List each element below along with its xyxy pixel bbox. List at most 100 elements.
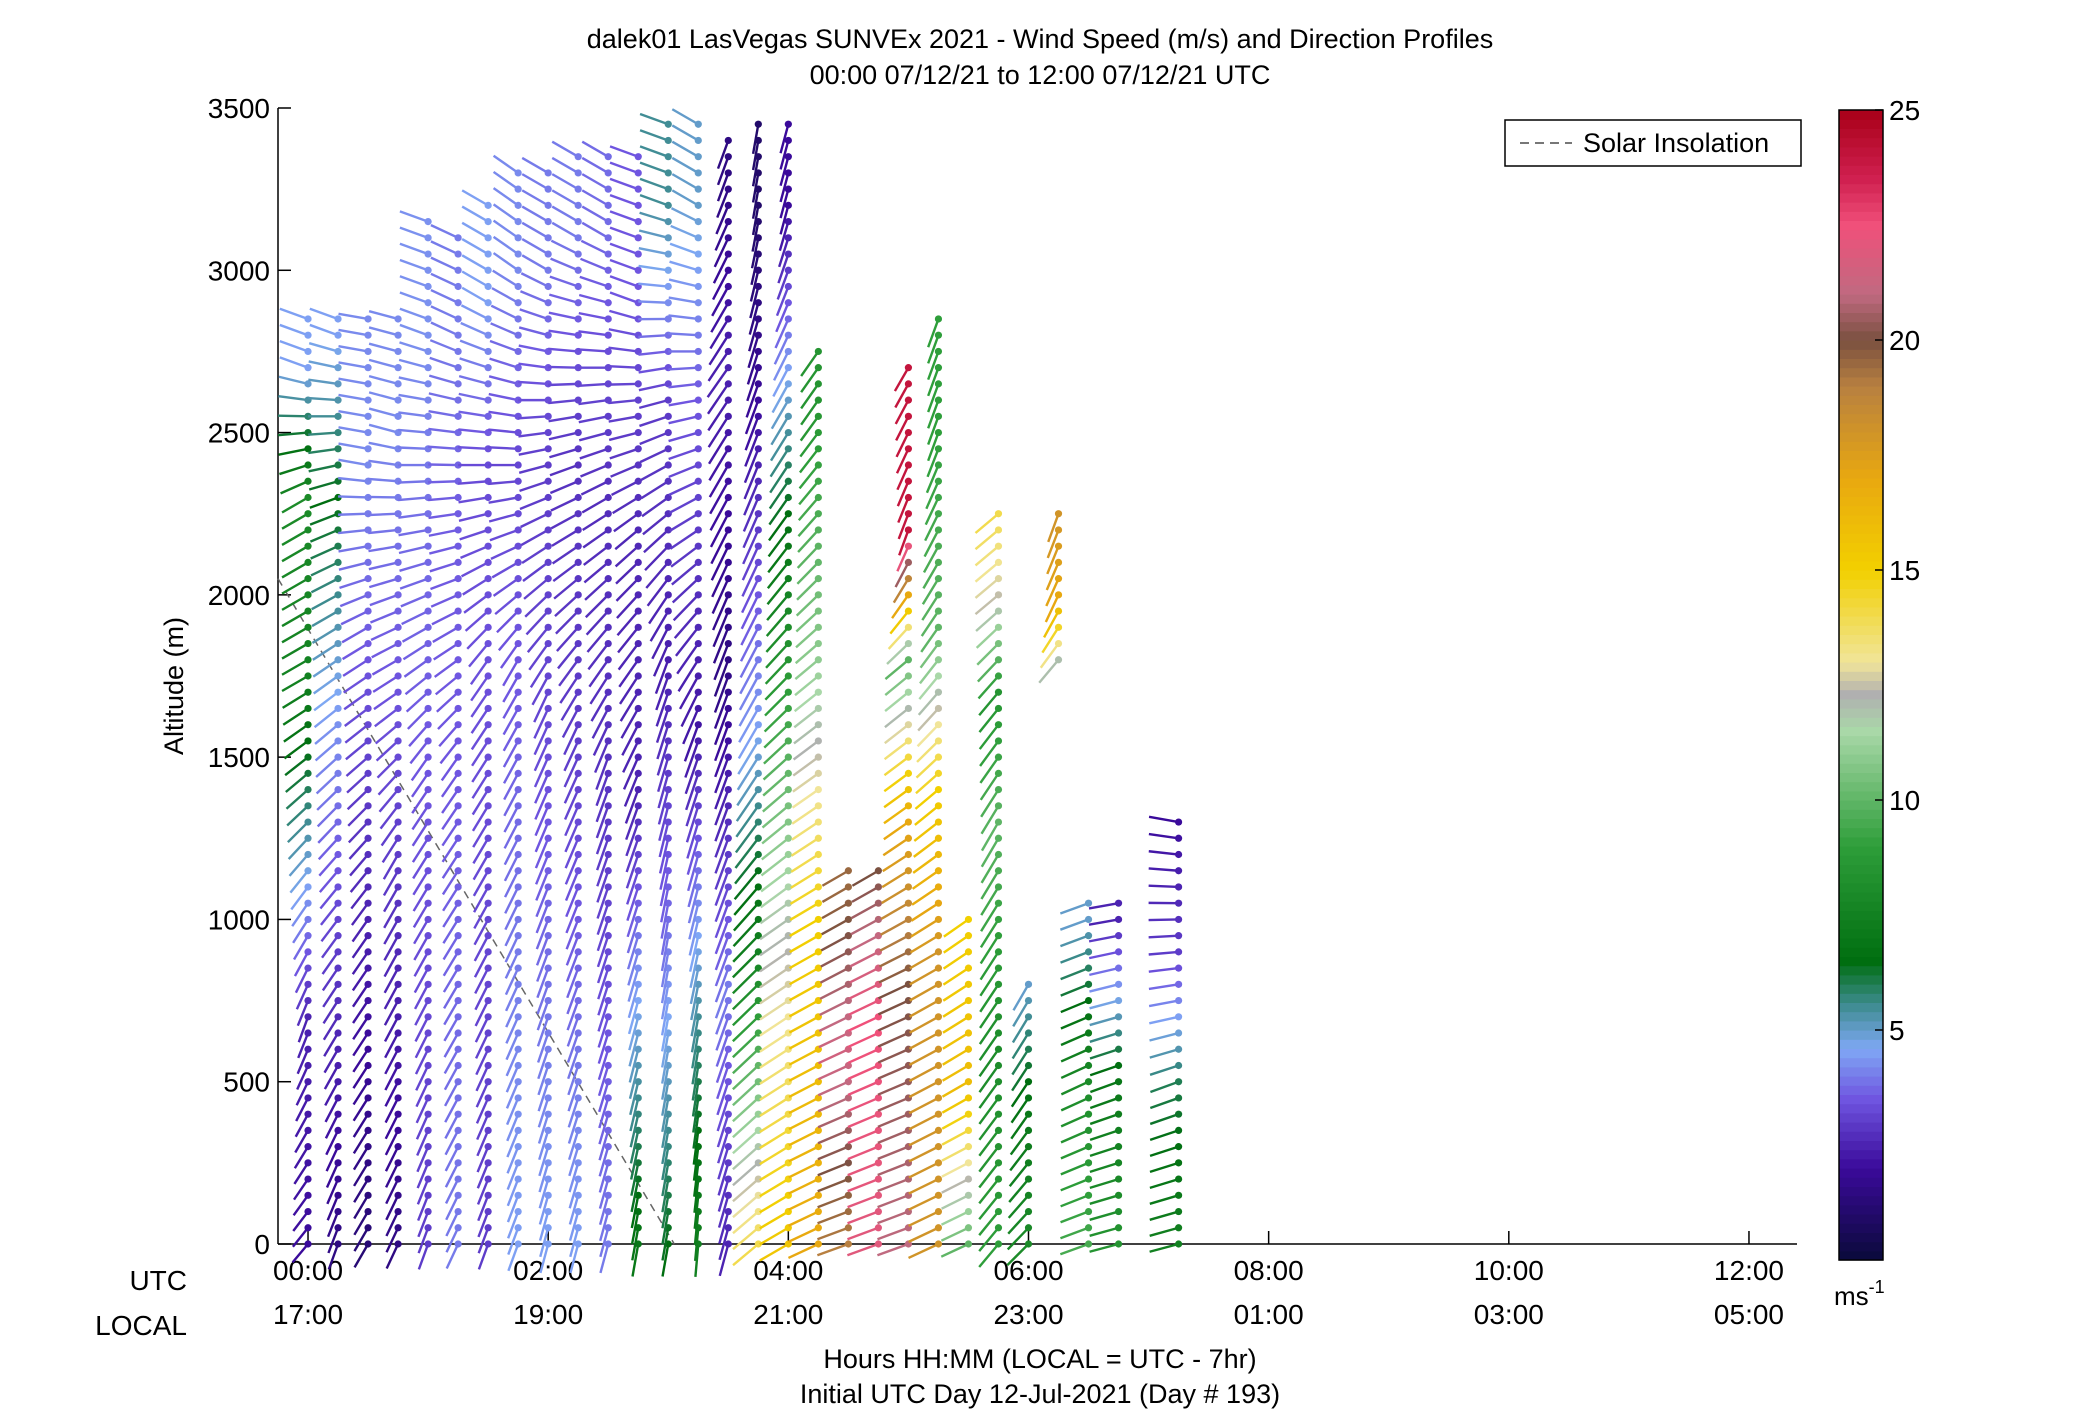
wind-barb-dot (934, 331, 943, 339)
wind-barb (1060, 1145, 1090, 1160)
wind-barb-dot (574, 607, 582, 615)
wind-barb-dot (694, 915, 702, 924)
wind-barb (368, 441, 399, 450)
wind-barb-dot (784, 250, 792, 258)
wind-barb-dot (1114, 964, 1123, 972)
wind-barb-dot (1084, 1240, 1093, 1248)
wind-barb (596, 870, 610, 903)
wind-barb (762, 756, 790, 781)
wind-barb (430, 305, 459, 321)
wind-barb-dot (484, 786, 492, 794)
wind-barb (1060, 1113, 1090, 1128)
wind-barb-dot (724, 850, 732, 859)
wind-barb-dot (1084, 1175, 1093, 1183)
wind-barb (1089, 1113, 1119, 1126)
wind-barb (715, 1048, 730, 1084)
wind-barb-dot (454, 656, 462, 664)
wind-barb (908, 1145, 939, 1163)
wind-barb (492, 154, 519, 174)
wind-barb (281, 593, 309, 611)
wind-barb-dot (994, 526, 1003, 534)
wind-barb-dot (1054, 510, 1063, 518)
wind-barb-dot (514, 802, 522, 810)
wind-barb (416, 1146, 430, 1173)
wind-barb-dot (694, 964, 702, 972)
wind-barb-dot (844, 1126, 852, 1134)
wind-barb-dot (784, 396, 792, 404)
wind-barb (610, 480, 639, 497)
wind-barb-dot (754, 704, 762, 713)
wind-barb-dot (334, 623, 342, 631)
wind-barb-dot (484, 737, 492, 745)
wind-barb-dot (364, 380, 372, 388)
wind-barb-dot (424, 591, 432, 599)
wind-barb (617, 626, 640, 654)
wind-barb (884, 707, 910, 729)
wind-barb-dot (1114, 1207, 1123, 1216)
wind-barb (732, 983, 760, 1011)
wind-barb (880, 902, 910, 920)
wind-barb (671, 577, 700, 604)
wind-barb (595, 772, 610, 807)
wind-barb-dot (1114, 1126, 1123, 1134)
wind-barb (732, 1178, 760, 1203)
wind-barb (476, 1146, 490, 1173)
wind-barb (625, 854, 640, 889)
wind-barb (518, 326, 549, 337)
wind-barb-dot (544, 996, 552, 1005)
wind-barb (503, 789, 520, 817)
wind-barb (799, 415, 820, 442)
wind-barb (598, 1130, 610, 1161)
wind-barb-dot (604, 234, 612, 242)
wind-barb (718, 1211, 730, 1245)
wind-barb (759, 1113, 789, 1133)
colorbar-swatch (1839, 974, 1883, 985)
wind-barb-dot (814, 493, 822, 502)
wind-barb-dot (994, 1159, 1003, 1167)
wind-barb (925, 464, 940, 494)
wind-barb (596, 935, 610, 968)
wind-barb (1060, 1064, 1090, 1080)
wind-barb-dot (604, 1094, 612, 1102)
wind-barb-dot (544, 1240, 552, 1248)
wind-barb-dot (784, 201, 792, 209)
wind-barb (352, 1113, 370, 1138)
wind-barb (717, 1194, 730, 1228)
wind-barb-dot (1174, 899, 1183, 907)
wind-barb (323, 1064, 340, 1090)
wind-barb-dot (694, 786, 702, 794)
wind-barb-dot (574, 234, 582, 242)
wind-barb (787, 1242, 819, 1260)
wind-barb-dot (304, 445, 312, 453)
wind-barb (919, 642, 940, 669)
wind-barb-dot (454, 672, 462, 680)
wind-barb-dot (934, 850, 943, 859)
wind-barb-dot (874, 1159, 882, 1167)
wind-barb (1046, 529, 1060, 559)
colorbar-swatch (1839, 1094, 1883, 1105)
wind-barb-dot (424, 428, 432, 437)
wind-barb-dot (694, 364, 702, 372)
wind-barb-dot (484, 656, 492, 664)
wind-barb (563, 756, 580, 788)
wind-barb (760, 853, 790, 877)
wind-barb-dot (394, 948, 402, 956)
wind-barb-dot (664, 850, 672, 859)
wind-barb-dot (964, 1240, 973, 1248)
wind-barb-dot (364, 672, 372, 680)
wind-barb-dot (724, 1013, 732, 1021)
wind-barb-dot (484, 834, 492, 842)
wind-barb-dot (904, 867, 913, 875)
wind-barb-dot (664, 461, 672, 469)
wind-barb (414, 1016, 430, 1043)
wind-barb (627, 951, 640, 986)
wind-barb-dot (574, 315, 582, 323)
wind-barb (685, 789, 700, 827)
wind-barb-dot (724, 834, 732, 842)
wind-barb-dot (454, 932, 462, 940)
wind-barb-dot (664, 656, 672, 664)
wind-barb (1148, 867, 1179, 872)
wind-barb-dot (784, 899, 792, 907)
wind-barb (1060, 1096, 1090, 1112)
wind-barb-dot (424, 282, 432, 291)
